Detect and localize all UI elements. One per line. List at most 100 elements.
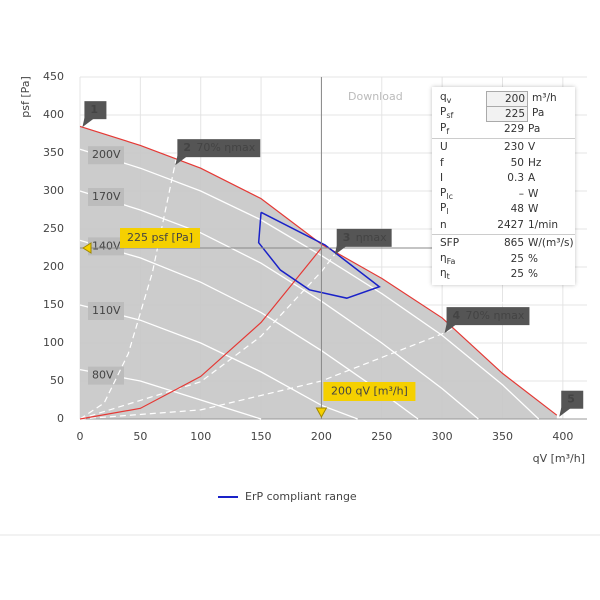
symbol-main: I [440,172,444,185]
y-tick-label: 150 [43,298,64,311]
panel-row: qv 200 m³/h [432,90,575,107]
operating-area [80,126,557,420]
value-input[interactable]: 225 [486,106,528,123]
speed-label: 170V [92,190,121,203]
panel-row: I 0.3 A [432,171,575,187]
panel-row: Pf 229 Pa [432,121,575,137]
marker-pointer [334,245,347,255]
panel-row: Psf 225 Pa [432,106,575,123]
symbol-main: P [440,121,447,134]
speed-label: 80V [92,369,114,382]
panel-row: f 50 Hz [432,155,575,171]
y-value-label: 225 psf [Pa] [127,231,193,244]
panel-group: SFP 865 W/(m³/s) ηFa 25% ηt 25% [432,235,575,284]
x-tick-label: 200 [311,430,332,443]
marker-note: 70% ηmax [196,141,255,154]
symbol: Pl [432,202,486,216]
symbol-sub: lc [446,191,453,201]
symbol-main: n [440,218,447,231]
value: – [518,187,524,200]
panel-row: ηt 25% [432,267,575,283]
value-input[interactable]: 200 [486,90,528,107]
y-tick-label: 250 [43,222,64,235]
x-tick-label: 300 [432,430,453,443]
unit: % [528,268,538,281]
x-tick-label: 350 [492,430,513,443]
unit: W [528,203,539,216]
speed-curve [79,190,479,420]
unit: W [528,187,539,200]
x-tick-label: 50 [133,430,147,443]
marker-note: ηmax [356,231,387,244]
x-tick-label: 250 [371,430,392,443]
y-tick-label: 0 [57,412,64,425]
marker-label: 4 [453,309,461,322]
point-marker: 2 70% ηmax [175,139,261,166]
speed-label-box [88,237,124,256]
value: 0.3 [507,172,524,185]
x-tick-label: 100 [190,430,211,443]
point-marker: 3 ηmax [334,228,392,255]
marker-label: 3 [343,231,351,244]
symbol-main: P [440,202,447,215]
symbol-main: η [440,267,447,280]
panel-group: qv 200 m³/h Psf 225 Pa Pf 229 Pa [432,89,575,139]
marker-pointer [444,324,457,334]
symbol-main: U [440,141,448,154]
panel-row: Pl 48 W [432,202,575,218]
x-value-label: 200 qV [m³/h] [331,385,408,398]
legend-label: ErP compliant range [245,490,357,503]
erp-range [257,211,381,299]
point-marker: 1 [82,101,107,128]
value: 50 [510,156,524,169]
marker-tag [84,101,107,120]
marker-pointer [175,156,188,166]
unit: V [528,141,536,154]
download-link[interactable]: Download [348,90,403,103]
y-value-box [120,228,200,248]
symbol-main: P [440,186,447,199]
point-marker: 5 [559,390,584,417]
marker-label: 1 [90,103,98,116]
efficiency-line [79,240,347,420]
panel-row: SFP 865 W/(m³/s) [432,236,575,252]
speed-label-box [88,188,124,206]
marker-note: 70% ηmax [466,309,525,322]
x-value-box [323,382,416,401]
symbol-main: SFP [440,237,460,250]
y-pointer [82,242,92,254]
symbol: n [432,219,486,231]
marker-pointer [559,407,572,417]
panel-row: n 2427 1/min [432,217,575,233]
x-pointer [315,407,328,419]
panel-row: Plc – W [432,186,575,202]
unit: Pa [528,122,541,135]
symbol: f [432,157,486,169]
symbol: ηFa [432,252,486,266]
value: 2427 [497,218,524,231]
speed-label: 110V [92,304,121,317]
symbol-sub: f [446,126,450,136]
symbol-sub: v [446,95,452,105]
symbol: SFP [432,237,486,249]
speed-label: 200V [92,148,121,161]
unit: W/(m³/s) [528,237,574,250]
unit: % [528,252,538,265]
unit: m³/h [532,91,557,104]
y-tick-label: 400 [43,108,64,121]
symbol: Plc [432,187,486,201]
y-tick-label: 200 [43,260,64,273]
panel-row: U 230 V [432,140,575,156]
value: 25 [510,268,524,281]
system-curve [79,247,322,420]
marker-tag [336,228,392,247]
symbol: qv [432,91,486,105]
symbol-sub: t [446,272,450,282]
symbol: ηt [432,267,486,281]
speed-label-box [88,302,124,320]
marker-pointer [82,118,95,128]
marker-tag [561,390,584,409]
